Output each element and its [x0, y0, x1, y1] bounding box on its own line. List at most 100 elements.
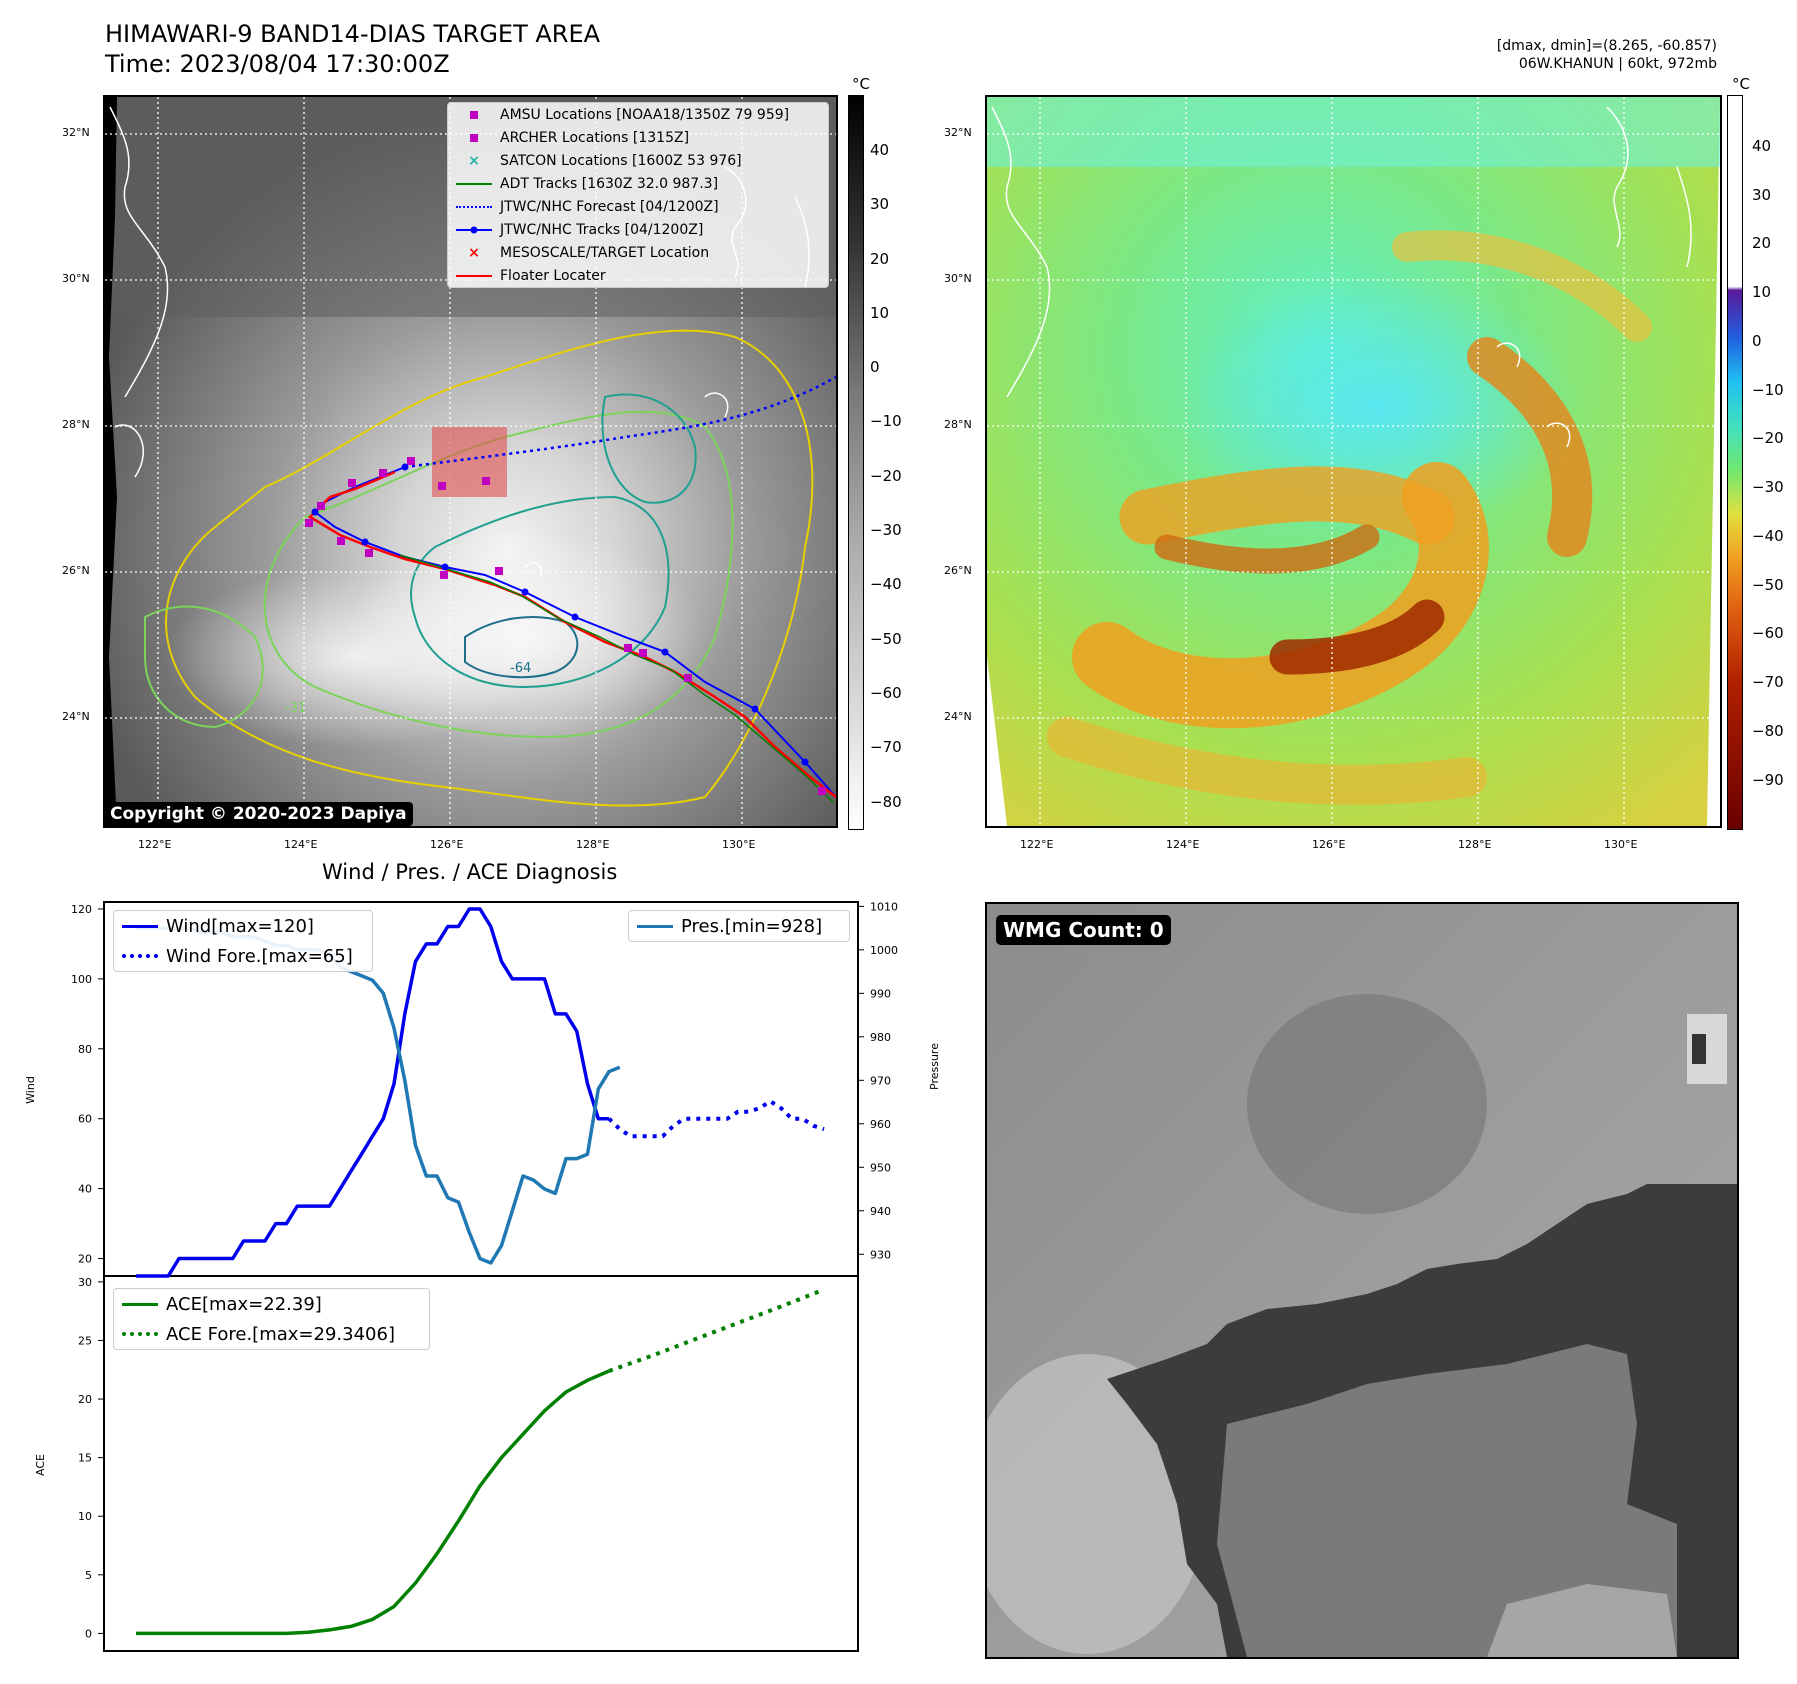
copyright-badge: Copyright © 2020-2023 Dapiya: [104, 802, 413, 826]
gray-cb-tick-m10: −10: [870, 412, 902, 430]
color-cb-tick-m20: −20: [1752, 429, 1784, 447]
ir-color-map: [987, 97, 1720, 826]
pressure-axis-label-text: Pressure: [928, 1043, 941, 1090]
color-cb-tick-40: 40: [1752, 137, 1772, 155]
ace-tick-label: 5: [85, 1569, 92, 1582]
map-legend: AMSU Locations [NOAA18/1350Z 79 959] ARC…: [447, 102, 829, 288]
map-grid-color: [987, 97, 1720, 826]
ace-legend: ACE[max=22.39] ACE Fore.[max=29.3406]: [113, 1288, 430, 1350]
ace-tick-label: 20: [78, 1393, 92, 1406]
diagnosis-title: Wind / Pres. / ACE Diagnosis: [322, 860, 618, 884]
lat-label-26-right: 26°N: [944, 564, 972, 577]
series-line-0: [136, 907, 609, 1278]
amsu-archer-markers: [305, 457, 826, 795]
jtwc-track-points: [311, 463, 809, 766]
pressure-tick-label: 980: [870, 1031, 891, 1044]
ace-tick-label: 30: [78, 1276, 92, 1289]
lat-label-24-left: 24°N: [62, 710, 90, 723]
pressure-tick-label: 960: [870, 1118, 891, 1131]
lon-label-128-right: 128°E: [1458, 838, 1492, 851]
wind-tick-label: 80: [78, 1043, 92, 1056]
floater-track: [307, 470, 836, 798]
color-cb-tick-30: 30: [1752, 186, 1772, 204]
wind-tick-label: 40: [78, 1183, 92, 1196]
gray-cb-tick-m60: −60: [870, 684, 902, 702]
gray-cb-tick-m20: −20: [870, 467, 902, 485]
wind-tick-label: 60: [78, 1113, 92, 1126]
color-cb-tick-m40: −40: [1752, 527, 1784, 545]
dmax-dmin-readout: [dmax, dmin]=(8.265, -60.857): [1496, 38, 1717, 54]
color-cb-tick-m70: −70: [1752, 673, 1784, 691]
pressure-tick-label: 1000: [870, 944, 898, 957]
lon-label-128-left: 128°E: [576, 838, 610, 851]
legend-pressure: Pres.[min=928]: [629, 911, 849, 941]
ace-axis-label: ACE: [34, 1454, 47, 1476]
ace-tick-label: 15: [78, 1452, 92, 1465]
series-line-3: [136, 1369, 610, 1636]
wmg-core-region: [1217, 1344, 1677, 1657]
wind-axis-label: Wind: [24, 1076, 37, 1104]
legend-satcon: × SATCON Locations [1600Z 53 976]: [468, 152, 742, 169]
series-line-1: [607, 1099, 825, 1139]
legend-mesoscale: × MESOSCALE/TARGET Location: [468, 244, 710, 261]
gray-cb-tick-m30: −30: [870, 521, 902, 539]
pressure-tick-label: 970: [870, 1074, 891, 1087]
wind-tick-label: 20: [78, 1253, 92, 1266]
adt-track: [399, 554, 834, 803]
storm-info: 06W.KHANUN | 60kt, 972mb: [1518, 56, 1717, 72]
gray-cb-tick-m80: −80: [870, 793, 902, 811]
color-cb-tick-m30: −30: [1752, 478, 1784, 496]
gray-cb-tick-40: 40: [870, 141, 890, 159]
color-cb-tick-m60: −60: [1752, 624, 1784, 642]
diagnosis-chart: 2040608010012093094095096097098099010001…: [24, 900, 898, 1652]
lat-label-30-left: 30°N: [62, 272, 90, 285]
lon-label-130-left: 130°E: [722, 838, 756, 851]
lat-label-28-right: 28°N: [944, 418, 972, 431]
ace-axes: [103, 1275, 859, 1652]
legend-wind-fore: Wind Fore.[max=65]: [114, 941, 372, 971]
color-cb-tick-0: 0: [1752, 332, 1762, 350]
legend-archer: ARCHER Locations [1315Z]: [448, 126, 828, 149]
cold-cloud-bands: [1047, 230, 1652, 805]
lat-label-28-left: 28°N: [62, 418, 90, 431]
wind-legend: Wind[max=120] Wind Fore.[max=65]: [113, 910, 373, 972]
gray-cb-tick-m40: −40: [870, 575, 902, 593]
pressure-tick-label: 990: [870, 987, 891, 1000]
lat-label-32-right: 32°N: [944, 126, 972, 139]
wmg-count-badge: WMG Count: 0: [996, 915, 1171, 945]
pressure-tick-label: 1010: [870, 900, 898, 913]
chart-title: HIMAWARI-9 BAND14-DIAS TARGET AREA: [105, 20, 601, 48]
ace-tick-label: 0: [85, 1627, 92, 1640]
wind-tick-label: 120: [71, 903, 92, 916]
lon-label-122-right: 122°E: [1020, 838, 1054, 851]
lon-label-130-right: 130°E: [1604, 838, 1638, 851]
color-colorbar: [1727, 95, 1743, 830]
lon-label-126-left: 126°E: [430, 838, 464, 851]
legend-ace: ACE[max=22.39]: [114, 1289, 429, 1319]
wmg-image: [987, 904, 1737, 1657]
pressure-tick-label: 940: [870, 1205, 891, 1218]
contour-label-64: -64: [510, 661, 531, 676]
lat-label-32-left: 32°N: [62, 126, 90, 139]
gray-cb-tick-0: 0: [870, 358, 880, 376]
gray-colorbar: [848, 95, 864, 830]
series-line-2: [136, 926, 621, 1265]
coastlines-color: [991, 106, 1692, 448]
lon-label-126-right: 126°E: [1312, 838, 1346, 851]
color-cb-tick-m80: −80: [1752, 722, 1784, 740]
ir-color-map-panel: [985, 95, 1722, 828]
contour-label-31: -31: [285, 701, 306, 716]
gray-cb-tick-m50: −50: [870, 630, 902, 648]
color-cb-tick-20: 20: [1752, 234, 1772, 252]
series-line-4: [608, 1287, 825, 1373]
color-cb-tick-m90: −90: [1752, 771, 1784, 789]
color-cb-tick-10: 10: [1752, 283, 1772, 301]
lat-label-30-right: 30°N: [944, 272, 972, 285]
legend-ace-fore: ACE Fore.[max=29.3406]: [114, 1319, 429, 1349]
legend-amsu: AMSU Locations [NOAA18/1350Z 79 959]: [448, 103, 828, 126]
color-cb-tick-m10: −10: [1752, 381, 1784, 399]
legend-jtwc-forecast: JTWC/NHC Forecast [04/1200Z]: [448, 195, 828, 218]
land-mask: [105, 97, 117, 826]
pressure-tick-label: 930: [870, 1248, 891, 1261]
pressure-legend: Pres.[min=928]: [628, 910, 850, 942]
